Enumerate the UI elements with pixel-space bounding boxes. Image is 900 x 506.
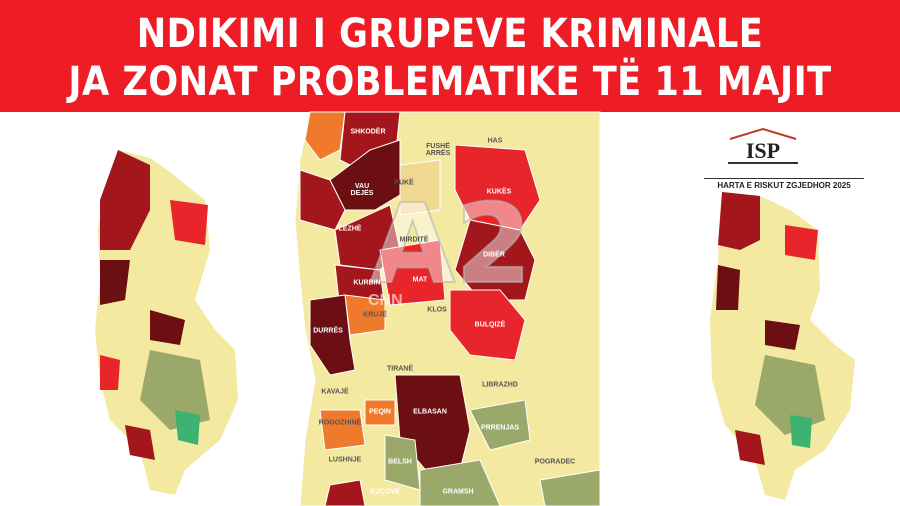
region-label: PUKË: [394, 179, 414, 187]
isp-logo-text: ISP: [728, 140, 798, 164]
region-label: KURBIN: [353, 279, 381, 287]
region-label: FUSHË ARRËS: [425, 143, 451, 157]
region-label: VAU DEJËS: [350, 183, 374, 197]
left-mini-map: [95, 150, 238, 495]
region-label: KUÇOVË: [370, 488, 400, 496]
region-label: LIBRAZHD: [482, 381, 518, 389]
right-mini-map: [710, 192, 855, 500]
region-label: MAT: [412, 276, 428, 284]
headline-line1: NDIKIMI I GRUPEVE KRIMINALE: [136, 11, 764, 57]
region-label: KRUJË: [363, 311, 387, 319]
region-label: PRRENJAS: [480, 424, 520, 432]
region-label: KLOS: [427, 306, 447, 314]
region-label: POGRADEC: [534, 458, 576, 466]
cnn-watermark: CNN: [368, 292, 403, 309]
headline-line2: JA ZONAT PROBLEMATIKE TË 11 MAJIT: [68, 59, 832, 105]
region-label: KAVAJË: [321, 388, 349, 396]
region-label: HAS: [487, 137, 503, 145]
region-label: DIBËR: [483, 251, 505, 259]
region-label: ELBASAN: [413, 408, 447, 416]
map-caption: HARTA E RISKUT ZGJEDHOR 2025: [704, 178, 864, 190]
region-label: LEZHË: [338, 225, 362, 233]
region-label: KUKËS: [486, 188, 512, 196]
region-label: ROGOZHINË: [318, 419, 362, 427]
region-label: MIRDITË: [399, 236, 429, 244]
region-label: TIRANË: [386, 365, 414, 373]
main-map: [294, 111, 601, 506]
region-label: SHKODËR: [350, 128, 386, 136]
isp-logo: ISP: [728, 128, 798, 164]
region-label: BELSH: [388, 458, 412, 466]
region-label: PEQIN: [369, 408, 391, 416]
region-label: GRAMSH: [442, 488, 474, 496]
region-label: LUSHNJE: [328, 456, 362, 464]
region-label: DURRËS: [313, 327, 343, 335]
roof-icon: [729, 128, 797, 140]
a2-watermark: A2: [369, 179, 533, 309]
headline-banner: NDIKIMI I GRUPEVE KRIMINALE JA ZONAT PRO…: [0, 0, 900, 112]
region-label: BULQIZË: [474, 321, 506, 329]
